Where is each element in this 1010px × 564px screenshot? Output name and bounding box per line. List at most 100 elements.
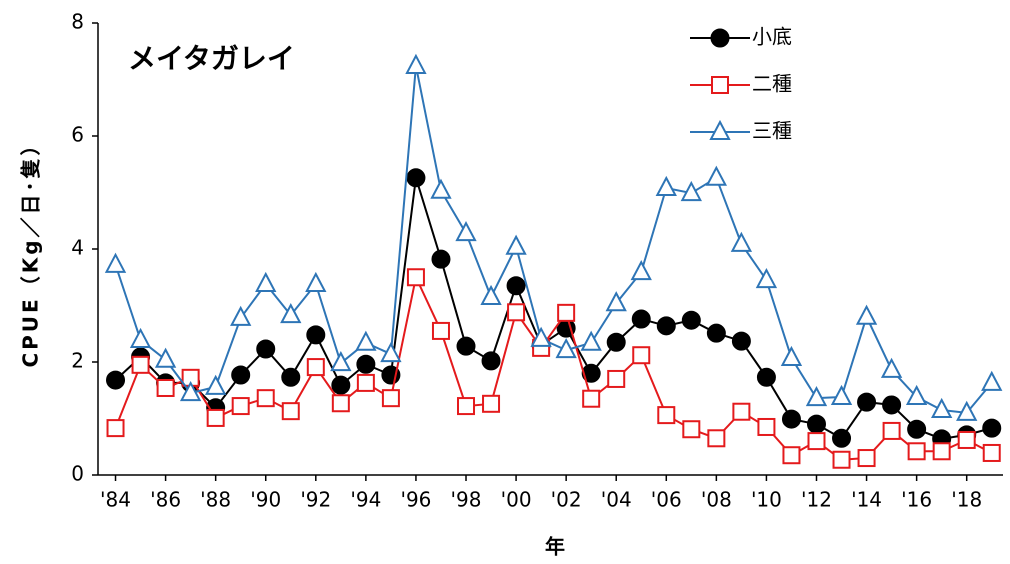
marker xyxy=(607,369,626,388)
marker xyxy=(405,53,427,74)
marker xyxy=(430,178,452,199)
marker xyxy=(305,271,327,293)
x-tick-label: '14 xyxy=(851,488,882,512)
marker xyxy=(755,267,778,289)
marker xyxy=(680,180,702,202)
legend-label: 小底 xyxy=(752,25,792,49)
marker xyxy=(530,326,552,347)
marker xyxy=(981,370,1003,391)
marker xyxy=(806,414,826,434)
marker xyxy=(230,305,252,326)
marker xyxy=(482,394,501,413)
x-axis-label: 年 xyxy=(545,535,565,559)
x-tick-label: '98 xyxy=(451,488,482,512)
marker xyxy=(581,363,601,383)
marker xyxy=(104,252,127,273)
marker xyxy=(657,406,676,425)
marker xyxy=(457,397,476,416)
y-axis-label: CPUE（Kg／日･隻） xyxy=(19,132,43,367)
x-tick-label: '08 xyxy=(701,488,732,512)
marker xyxy=(179,380,202,402)
marker xyxy=(907,419,927,439)
x-tick-label: '16 xyxy=(901,488,932,512)
marker xyxy=(857,392,877,412)
marker xyxy=(431,321,450,340)
y-tick-label: 6 xyxy=(71,123,84,147)
x-tick-label: '12 xyxy=(801,488,832,512)
x-tick-label: '96 xyxy=(400,488,431,512)
marker xyxy=(730,231,753,252)
marker xyxy=(956,400,978,421)
marker xyxy=(231,397,250,416)
x-tick-label: '06 xyxy=(651,488,682,512)
marker xyxy=(355,330,377,351)
marker xyxy=(932,442,951,461)
marker xyxy=(406,168,426,188)
marker xyxy=(505,234,527,255)
x-tick-label: '90 xyxy=(250,488,281,512)
marker xyxy=(380,341,402,363)
x-tick-label: '92 xyxy=(300,488,331,512)
marker xyxy=(306,325,326,345)
marker xyxy=(957,430,976,449)
marker xyxy=(306,358,325,377)
marker xyxy=(782,446,801,465)
x-tick-label: '02 xyxy=(551,488,582,512)
marker xyxy=(781,409,801,429)
marker xyxy=(456,336,476,356)
legend-label: 三種 xyxy=(752,119,792,143)
marker xyxy=(681,310,701,330)
marker xyxy=(506,276,526,296)
marker xyxy=(982,443,1001,462)
marker xyxy=(281,402,300,421)
marker xyxy=(381,389,400,408)
marker xyxy=(807,432,826,451)
marker xyxy=(630,260,652,281)
marker xyxy=(880,357,903,378)
legend-label: 二種 xyxy=(752,72,792,96)
marker xyxy=(931,397,953,419)
x-tick-label: '18 xyxy=(951,488,982,512)
marker xyxy=(206,408,225,427)
marker xyxy=(154,347,177,368)
marker xyxy=(280,302,302,324)
marker xyxy=(582,389,601,408)
marker xyxy=(480,284,502,306)
marker xyxy=(707,429,726,448)
marker xyxy=(780,345,803,367)
marker xyxy=(256,339,276,359)
marker xyxy=(406,268,425,287)
marker xyxy=(330,350,352,372)
marker xyxy=(982,418,1002,438)
marker xyxy=(605,291,627,312)
x-tick-label: '10 xyxy=(751,488,782,512)
x-tick-label: '00 xyxy=(501,488,532,512)
marker xyxy=(656,316,676,336)
legend-marker xyxy=(710,28,730,48)
marker xyxy=(580,330,602,351)
marker xyxy=(632,346,651,365)
marker xyxy=(106,419,125,438)
marker xyxy=(682,420,701,439)
marker xyxy=(131,355,150,374)
marker xyxy=(907,442,926,461)
marker xyxy=(905,384,928,406)
x-tick-label: '84 xyxy=(100,488,131,512)
marker xyxy=(705,165,728,186)
legend-marker xyxy=(711,76,729,94)
marker xyxy=(356,373,375,392)
marker xyxy=(331,375,351,395)
marker xyxy=(256,389,275,408)
marker xyxy=(832,428,852,448)
y-tick-label: 8 xyxy=(71,10,84,34)
marker xyxy=(331,394,350,413)
marker xyxy=(732,402,751,421)
marker xyxy=(805,386,828,407)
marker xyxy=(857,449,876,468)
marker xyxy=(882,421,901,440)
marker xyxy=(757,417,776,436)
x-tick-label: '88 xyxy=(200,488,231,512)
marker xyxy=(830,384,853,406)
marker xyxy=(129,327,152,348)
